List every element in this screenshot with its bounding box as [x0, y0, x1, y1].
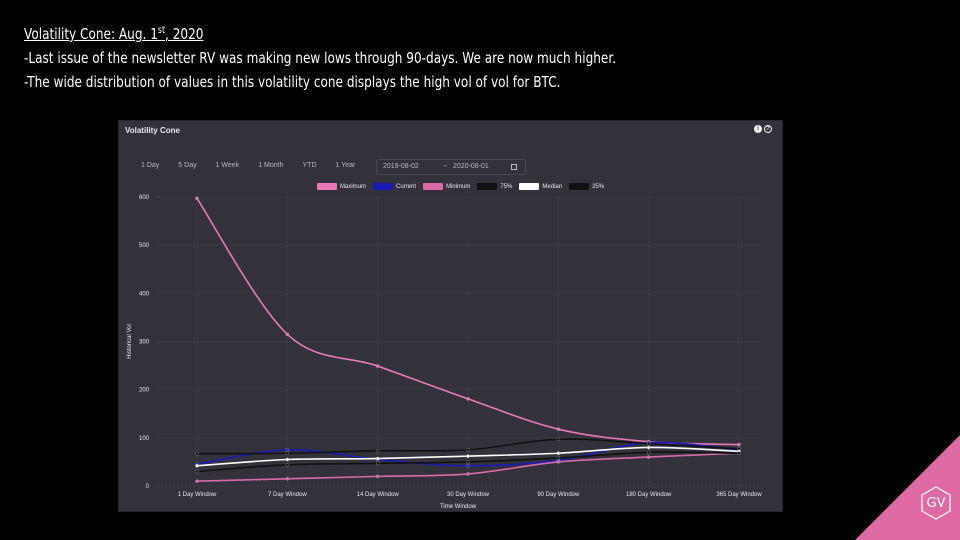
range-buttons: 1 Day 5 Day 1 Week 1 Month YTD 1 Year — [141, 162, 355, 169]
y-tick-label-500: 500 — [139, 243, 150, 249]
x-tick-label-5: 180 Day Window — [626, 492, 672, 498]
date-separator: → — [441, 162, 448, 169]
x-tick-label-4: 90 Day Window — [537, 492, 580, 498]
chart-legend: Maximum Current Minimum 75% Median 25% — [317, 183, 607, 190]
hexagon-icon — [921, 486, 951, 520]
x-tick-label-1: 7 Day Window — [268, 492, 307, 498]
point-75pct-3 — [466, 448, 470, 452]
point-minimum-0 — [195, 479, 199, 483]
range-button-1-week[interactable]: 1 Week — [215, 162, 240, 169]
point-maximum-4 — [556, 427, 561, 431]
legend-item-median[interactable]: Median — [519, 183, 562, 190]
point-25pct-1 — [285, 463, 290, 467]
point-minimum-4 — [556, 460, 561, 464]
x-tick-label-2: 14 Day Window — [357, 492, 400, 498]
point-25pct-4 — [556, 456, 561, 460]
bullet-line-1: -Last issue of the newsletter RV was mak… — [24, 49, 617, 67]
point-maximum-0 — [195, 196, 199, 201]
legend-swatch-75pct — [477, 183, 498, 190]
logo-corner-triangle — [855, 435, 960, 540]
legend-swatch-current — [373, 183, 394, 190]
y-axis-label: Historical Vol — [127, 324, 133, 359]
point-75pct-4 — [556, 437, 561, 442]
calendar-icon[interactable] — [511, 164, 517, 170]
point-25pct-0 — [195, 469, 199, 474]
point-25pct-2 — [375, 461, 380, 466]
range-button-ytd[interactable]: YTD — [302, 162, 317, 169]
point-25pct-3 — [466, 460, 470, 464]
legend-swatch-median — [519, 183, 540, 190]
bullet-line-2: -The wide distribution of values in this… — [24, 73, 561, 91]
legend-swatch-minimum — [423, 183, 444, 190]
point-current-3 — [466, 463, 470, 468]
legend-label-25pct: 25% — [592, 183, 605, 190]
legend-label-75pct: 75% — [500, 183, 513, 190]
legend-label-current: Current — [396, 183, 417, 190]
y-tick-label-100: 100 — [139, 436, 150, 442]
volatility-cone-panel: Volatility Cone i ? 1 Day 5 Day 1 Week 1… — [118, 120, 783, 512]
info-icon[interactable]: i — [754, 125, 762, 133]
legend-item-current[interactable]: Current — [373, 183, 416, 190]
legend-label-median: Median — [542, 183, 563, 190]
x-tick-label-6: 365 Day Window — [716, 492, 762, 498]
legend-label-minimum: Minimum — [446, 183, 471, 190]
point-maximum-3 — [466, 397, 470, 401]
point-current-1 — [285, 448, 290, 452]
point-75pct-0 — [195, 451, 199, 456]
slide-text-block: Volatility Cone: Aug. 1st, 2020 -Last is… — [24, 22, 726, 94]
point-maximum-2 — [375, 364, 380, 368]
panel-title: Volatility Cone — [125, 126, 180, 135]
y-tick-label-300: 300 — [139, 340, 150, 346]
point-maximum-6 — [737, 442, 741, 447]
gv-logo: GV — [855, 435, 960, 540]
point-75pct-5 — [646, 441, 651, 446]
point-median-2 — [375, 456, 380, 461]
legend-item-75pct[interactable]: 75% — [477, 183, 512, 190]
date-range-picker[interactable]: 2019-08-02 → 2020-08-01 — [376, 159, 526, 175]
x-tick-label-0: 1 Day Window — [178, 492, 217, 498]
point-75pct-2 — [375, 449, 380, 453]
point-median-1 — [285, 457, 290, 462]
date-to: 2020-08-01 — [453, 163, 489, 170]
legend-item-minimum[interactable]: Minimum — [423, 183, 470, 190]
point-median-3 — [466, 454, 470, 458]
point-maximum-1 — [285, 332, 290, 337]
y-tick-label-0: 0 — [146, 484, 150, 490]
legend-swatch-25pct — [569, 183, 590, 190]
legend-label-maximum: Maximum — [340, 183, 367, 190]
point-minimum-3 — [466, 472, 470, 476]
point-25pct-5 — [646, 450, 651, 455]
range-button-5-day[interactable]: 5 Day — [178, 162, 197, 169]
range-button-1-day[interactable]: 1 Day — [141, 162, 160, 169]
y-tick-label-600: 600 — [139, 195, 150, 201]
x-axis-label: Time Window — [440, 504, 477, 510]
x-tick-label-3: 30 Day Window — [447, 492, 490, 498]
point-25pct-6 — [737, 451, 741, 456]
help-icon[interactable]: ? — [764, 125, 772, 133]
legend-item-25pct[interactable]: 25% — [569, 183, 604, 190]
legend-item-maximum[interactable]: Maximum — [317, 183, 366, 190]
volatility-cone-chart: 0 100 200 300 400 500 600 1 Day Window 7 Day Win… — [127, 195, 762, 510]
logo-text: GV — [927, 496, 946, 511]
slide-title: Volatility Cone: Aug. 1st, 2020 — [24, 24, 204, 43]
date-from: 2019-08-02 — [383, 163, 419, 170]
y-tick-label-200: 200 — [139, 388, 150, 394]
y-tick-label-400: 400 — [139, 291, 150, 297]
point-median-5 — [646, 445, 651, 450]
range-button-1-year[interactable]: 1 Year — [335, 162, 356, 169]
point-75pct-1 — [285, 451, 290, 456]
point-minimum-1 — [285, 476, 290, 481]
point-minimum-5 — [646, 455, 651, 459]
point-minimum-2 — [375, 474, 380, 479]
legend-swatch-maximum — [317, 183, 337, 190]
range-button-1-month[interactable]: 1 Month — [258, 162, 284, 169]
point-median-0 — [195, 463, 199, 468]
point-median-4 — [556, 451, 561, 456]
